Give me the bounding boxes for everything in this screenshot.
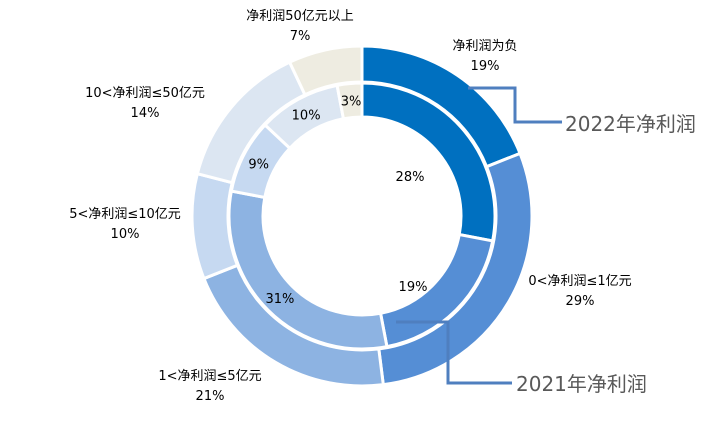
outer-data-label-0: 19%	[471, 59, 500, 74]
inner-data-label-1: 19%	[399, 280, 428, 295]
callout-line-2021	[396, 320, 512, 385]
callout-line-2022	[468, 86, 562, 124]
inner-data-label-2: 31%	[266, 292, 295, 307]
inner-data-label-3: 9%	[248, 157, 269, 172]
outer-data-label-5: 7%	[290, 29, 311, 44]
category-label-5: 净利润50亿元以上	[246, 9, 354, 24]
series-label-2021: 2021年净利润	[516, 372, 647, 396]
category-label-3: 5<净利润≤10亿元	[69, 207, 181, 222]
inner-data-label-0: 28%	[396, 170, 425, 185]
category-label-4: 10<净利润≤50亿元	[85, 86, 205, 101]
inner-slice-5	[335, 81, 364, 121]
outer-data-label-2: 21%	[196, 389, 225, 404]
outer-data-label-4: 14%	[131, 106, 160, 121]
outer-data-label-1: 29%	[566, 294, 595, 309]
outer-data-label-3: 10%	[111, 227, 140, 242]
inner-data-label-4: 10%	[292, 108, 321, 123]
category-label-1: 0<净利润≤1亿元	[528, 274, 631, 289]
inner-data-label-5: 3%	[341, 95, 362, 110]
category-label-2: 1<净利润≤5亿元	[158, 369, 261, 384]
category-label-0: 净利润为负	[452, 39, 517, 54]
series-label-2022: 2022年净利润	[565, 112, 696, 136]
